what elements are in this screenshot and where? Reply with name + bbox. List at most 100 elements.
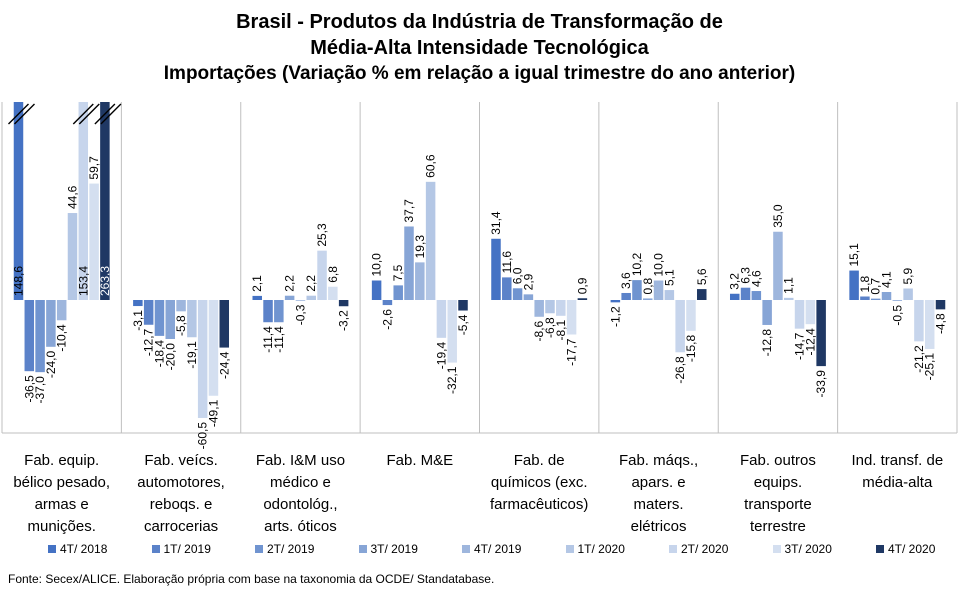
bar bbox=[458, 300, 468, 311]
data-label: 10,2 bbox=[630, 252, 644, 276]
data-label: 153,4 bbox=[76, 266, 90, 296]
bar bbox=[338, 300, 349, 307]
chart-title-line-3: Importações (Variação % em relação a igu… bbox=[163, 63, 796, 84]
data-label: -21,2 bbox=[912, 345, 926, 373]
bar bbox=[924, 300, 935, 349]
bar bbox=[219, 300, 230, 348]
legend-swatch bbox=[565, 545, 574, 553]
legend-swatch bbox=[48, 545, 56, 553]
data-label: -20,0 bbox=[163, 343, 177, 371]
data-label: -6,8 bbox=[543, 317, 557, 338]
bar bbox=[13, 102, 24, 300]
bar bbox=[284, 295, 295, 300]
category-label: Fab. I&M uso bbox=[256, 452, 345, 469]
data-label: 15,1 bbox=[847, 243, 861, 267]
legend-item: 4T/ 2020 bbox=[876, 542, 935, 556]
category-label: Fab. de bbox=[514, 452, 565, 469]
axis-break-mark bbox=[72, 103, 94, 125]
data-label: 19,3 bbox=[413, 235, 427, 259]
bar bbox=[653, 280, 664, 300]
data-label: 6,8 bbox=[326, 266, 340, 283]
legend-swatch bbox=[151, 545, 160, 553]
data-label: -12,7 bbox=[142, 328, 156, 356]
bar bbox=[914, 300, 924, 342]
bar bbox=[447, 300, 457, 363]
data-label: -26,8 bbox=[673, 356, 687, 384]
chart-title-line-1: Brasil - Produtos da Indústria de Transf… bbox=[236, 11, 723, 33]
data-label: 10,0 bbox=[370, 253, 384, 277]
category-label: reboqs. e bbox=[150, 496, 213, 513]
data-label: 1,8 bbox=[858, 275, 872, 292]
data-label: -19,4 bbox=[434, 342, 448, 370]
data-label: -49,1 bbox=[206, 399, 220, 427]
bar bbox=[197, 300, 208, 418]
bar bbox=[577, 298, 588, 300]
category-label: bélico pesado, bbox=[13, 474, 110, 491]
category-label: munições. bbox=[28, 518, 96, 535]
legend-swatch bbox=[772, 545, 781, 553]
bar bbox=[100, 102, 110, 300]
data-label: 10,0 bbox=[652, 253, 666, 277]
bar bbox=[805, 300, 816, 325]
legend-item: 1T/ 2020 bbox=[565, 542, 625, 556]
bar bbox=[415, 262, 425, 300]
bar bbox=[783, 297, 794, 300]
bar bbox=[404, 226, 414, 300]
data-label: -15,8 bbox=[684, 334, 698, 362]
bar bbox=[263, 300, 273, 323]
bar bbox=[165, 300, 176, 339]
bar bbox=[306, 295, 316, 300]
legend-item: 4T/ 2018 bbox=[48, 542, 107, 556]
bar bbox=[534, 300, 544, 317]
category-label: Fab. equip. bbox=[24, 452, 99, 469]
axis-break-mark bbox=[100, 103, 122, 125]
data-label: -3,1 bbox=[131, 310, 145, 331]
legend-item: 3T/ 2019 bbox=[358, 542, 418, 556]
bar bbox=[491, 238, 501, 300]
data-label: 60,6 bbox=[424, 154, 438, 178]
bar bbox=[78, 102, 89, 300]
legend-label: 3T/ 2020 bbox=[784, 542, 832, 556]
data-label: 263,3 bbox=[98, 266, 112, 296]
data-label: -11,4 bbox=[272, 326, 286, 353]
data-label: -4,8 bbox=[934, 313, 948, 334]
legend-label: 2T/ 2019 bbox=[267, 542, 315, 556]
data-label: -36,5 bbox=[22, 375, 36, 403]
data-label: -12,8 bbox=[760, 329, 774, 357]
bar bbox=[328, 286, 338, 300]
bar bbox=[371, 280, 382, 300]
bar bbox=[751, 291, 762, 300]
bar bbox=[935, 300, 946, 310]
chart-legend: 4T/ 2018 1T/ 2019 2T/ 2019 3T/ 2019 4T/ 2019… bbox=[0, 538, 959, 560]
data-label: 6,0 bbox=[511, 267, 525, 284]
data-label: 2,2 bbox=[283, 275, 297, 292]
legend-item: 3T/ 2020 bbox=[772, 542, 832, 556]
bar bbox=[393, 285, 403, 301]
bar bbox=[556, 300, 566, 316]
bar bbox=[436, 300, 447, 338]
bar bbox=[252, 295, 262, 300]
data-label: 5,9 bbox=[901, 267, 915, 284]
data-label: -12,4 bbox=[803, 328, 817, 356]
axis-break-mark bbox=[13, 103, 35, 125]
bar bbox=[89, 183, 99, 300]
data-label: -37,0 bbox=[33, 376, 47, 404]
data-label: 2,2 bbox=[304, 275, 318, 292]
data-label: 3,6 bbox=[619, 272, 633, 289]
category-label: Fab. outros bbox=[740, 452, 816, 469]
data-label: 1,1 bbox=[782, 277, 796, 294]
axis-break-mark bbox=[7, 103, 29, 125]
data-label: -8,6 bbox=[532, 320, 546, 341]
legend-label: 4T/ 2019 bbox=[474, 542, 522, 556]
bar bbox=[643, 298, 653, 300]
legend-swatch bbox=[358, 545, 367, 553]
data-label: -3,2 bbox=[337, 310, 351, 331]
data-label: 44,6 bbox=[65, 185, 79, 209]
bar bbox=[512, 288, 523, 300]
data-label: -19,1 bbox=[185, 341, 199, 369]
category-label: automotores, bbox=[137, 474, 225, 491]
data-label: 5,1 bbox=[662, 269, 676, 286]
category-label: equips. bbox=[754, 474, 802, 491]
chart-title-line-2: Média-Alta Intensidade Tecnológica bbox=[310, 37, 649, 59]
